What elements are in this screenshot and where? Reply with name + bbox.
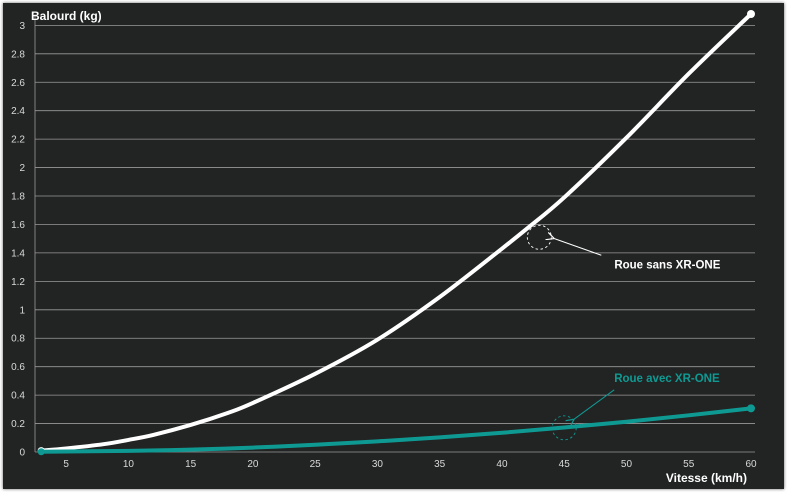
y-tick-label: 2 [19,163,25,174]
x-tick-label: 10 [123,459,135,470]
y-tick-label: 2.8 [11,49,25,60]
x-tick-label: 40 [496,459,508,470]
series-line-roue-avec-xr-one [39,406,753,454]
y-tick-label: 1.8 [11,192,25,203]
series-line-roue-sans-xr-one [39,12,753,453]
y-axis-title: Balourd (kg) [31,9,102,23]
series-end-point [747,10,755,18]
annotation-arrow [573,389,615,420]
line-chart: 0 0.2 0.4 0.6 0.8 1 1.2 1.4 1.6 1.8 2 2.2 2.4 2.6 2.8 3… [11,9,757,485]
annotation-highlight-circle [526,224,552,250]
x-tick-label: 55 [683,459,695,470]
y-tick-label: 1 [19,305,25,316]
series-start-point [37,448,45,456]
annotation-label: Roue avec XR-ONE [614,373,720,385]
x-axis-ticks: 5 10 15 20 25 30 35 40 45 50 55 60 [63,459,757,470]
x-tick-label: 45 [559,459,571,470]
grid-lines [34,14,755,453]
x-axis-title: Vitesse (km/h) [666,471,747,485]
y-tick-label: 1.2 [11,277,25,288]
x-tick-label: 60 [745,459,757,470]
y-tick-label: 2.6 [11,78,25,89]
y-tick-label: 0 [19,448,25,459]
y-tick-label: 2.2 [11,135,25,146]
y-tick-label: 0.8 [11,334,25,345]
x-tick-label: 5 [63,459,69,470]
chart-panel: 0 0.2 0.4 0.6 0.8 1 1.2 1.4 1.6 1.8 2 2.2 2.4 2.6 2.8 3… [3,3,784,489]
x-tick-label: 30 [372,459,384,470]
y-tick-label: 0.4 [11,391,25,402]
x-tick-label: 25 [310,459,322,470]
annotation-label: Roue sans XR-ONE [614,259,720,271]
series-group [37,10,755,456]
x-tick-label: 35 [434,459,446,470]
annotation-highlight-circle [551,415,577,441]
series-end-point [747,404,755,413]
y-tick-label: 3 [19,21,25,32]
annotations: Roue sans XR-ONE Roue avec XR-ONE [526,224,721,441]
x-tick-label: 20 [247,459,259,470]
x-tick-label: 15 [185,459,197,470]
y-tick-label: 0.2 [11,419,25,430]
y-tick-label: 1.4 [11,248,25,259]
annotation-arrow [553,238,602,256]
x-tick-label: 50 [621,459,633,470]
y-tick-label: 2.4 [11,106,25,117]
y-tick-label: 0.6 [11,362,25,373]
y-tick-label: 1.6 [11,220,25,231]
y-axis-ticks: 0 0.2 0.4 0.6 0.8 1 1.2 1.4 1.6 1.8 2 2.2 2.4 2.6 2.8 3 [11,21,25,459]
